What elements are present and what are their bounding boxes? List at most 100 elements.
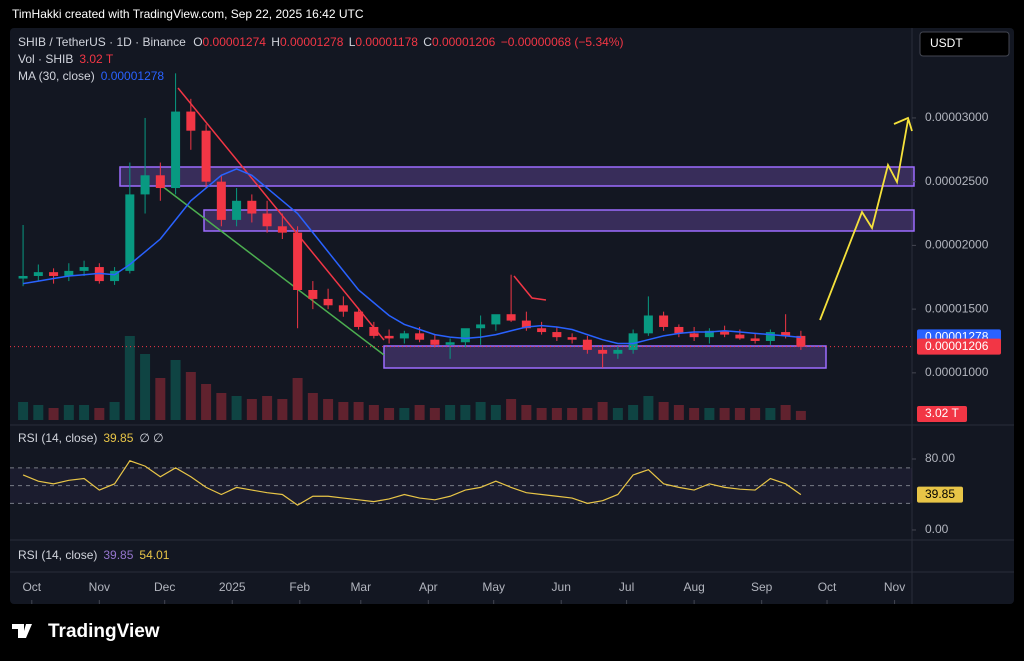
volume-bar bbox=[673, 405, 684, 420]
y-tick-label: 80.00 bbox=[925, 451, 955, 465]
volume-bar bbox=[628, 405, 639, 420]
candle-body bbox=[18, 275, 28, 279]
logo: TradingView bbox=[12, 621, 160, 642]
volume-bar bbox=[185, 372, 196, 420]
rsi-value-box bbox=[917, 486, 963, 503]
volume-legend: Vol · SHIB 3.02 T bbox=[18, 52, 114, 66]
candle-body bbox=[369, 326, 379, 336]
last-price-label: 0.00001206 bbox=[925, 339, 989, 353]
volume-label: 3.02 T bbox=[925, 406, 959, 420]
candle-body bbox=[399, 333, 409, 339]
candle-body bbox=[704, 330, 714, 338]
rsi2-legend: RSI (14, close) 39.85 54.01 bbox=[18, 548, 170, 562]
high: 0.00001278 bbox=[280, 35, 344, 49]
volume-bar bbox=[597, 402, 608, 420]
candle-body bbox=[476, 324, 486, 329]
x-tick-label: Nov bbox=[884, 580, 905, 594]
volume-bar bbox=[521, 405, 532, 420]
candle-body bbox=[155, 175, 165, 189]
candle-body bbox=[460, 328, 470, 343]
rsi2-name: RSI (14, close) bbox=[18, 548, 97, 562]
currency-button[interactable] bbox=[919, 31, 1010, 57]
candle-body bbox=[293, 232, 303, 290]
trend-line bbox=[513, 275, 547, 301]
ma-name: MA (30, close) bbox=[18, 69, 95, 83]
low-label: L bbox=[349, 35, 356, 49]
candle-body bbox=[567, 337, 577, 340]
candle-body bbox=[110, 270, 120, 282]
candle-body bbox=[384, 335, 394, 339]
candle-body bbox=[506, 314, 516, 321]
candle-body bbox=[49, 272, 59, 276]
volume-bar bbox=[734, 408, 745, 420]
volume-bar bbox=[201, 384, 212, 420]
candle-body bbox=[445, 342, 455, 345]
volume-bar bbox=[460, 405, 471, 420]
volume-bar bbox=[704, 408, 715, 420]
candle-body bbox=[201, 130, 211, 182]
x-tick-label: Oct bbox=[22, 580, 41, 594]
volume-bar bbox=[18, 402, 29, 420]
volume-bar bbox=[475, 402, 486, 420]
volume-bar bbox=[719, 408, 730, 420]
candle-body bbox=[430, 339, 440, 345]
x-tick-label: Apr bbox=[419, 580, 438, 594]
x-tick-label: Feb bbox=[289, 580, 310, 594]
volume-name: Vol · SHIB bbox=[18, 52, 73, 66]
volume-bar bbox=[216, 393, 227, 420]
header: TimHakki created with TradingView.com, S… bbox=[12, 7, 364, 21]
x-tick-label: Jun bbox=[552, 580, 571, 594]
candle-body bbox=[689, 333, 699, 338]
trend-line bbox=[157, 182, 385, 356]
close: 0.00001206 bbox=[432, 35, 496, 49]
x-tick-label: Oct bbox=[818, 580, 837, 594]
x-tick-label: Aug bbox=[683, 580, 704, 594]
candle-body bbox=[598, 349, 608, 354]
y-tick-label: 0.00 bbox=[925, 522, 949, 536]
volume-bar bbox=[124, 336, 135, 420]
volume-bar bbox=[612, 408, 623, 420]
x-tick-label: 2025 bbox=[219, 580, 246, 594]
projection-arrow bbox=[819, 119, 909, 321]
rsi-icons: ∅ ∅ bbox=[139, 431, 163, 445]
candle-body bbox=[491, 314, 501, 325]
moving-average bbox=[22, 168, 801, 345]
x-tick-label: Nov bbox=[89, 580, 110, 594]
zone bbox=[119, 166, 915, 187]
volume-bar bbox=[582, 408, 593, 420]
y-tick-label: 0.00002000 bbox=[925, 238, 989, 252]
candle-body bbox=[125, 194, 135, 271]
volume-bar bbox=[429, 408, 440, 420]
candle-body bbox=[796, 335, 806, 347]
low: 0.00001178 bbox=[355, 35, 418, 49]
arrow-head bbox=[893, 116, 913, 132]
volume-bar bbox=[262, 396, 273, 420]
candle-body bbox=[308, 290, 318, 299]
candle-body bbox=[216, 181, 226, 220]
currency[interactable]: USDT bbox=[930, 36, 963, 50]
volume-bar bbox=[445, 405, 456, 420]
volume-bar bbox=[506, 399, 517, 420]
volume-bar bbox=[353, 402, 364, 420]
rsi-value-label: 39.85 bbox=[925, 487, 955, 501]
volume-bar bbox=[750, 408, 761, 420]
volume-bar bbox=[399, 408, 410, 420]
rsi-value: 39.85 bbox=[103, 431, 133, 445]
rsi2-value: 39.85 bbox=[103, 548, 133, 562]
volume-bar bbox=[63, 405, 74, 420]
volume-bar bbox=[79, 405, 90, 420]
volume-bar bbox=[689, 408, 700, 420]
volume-bar bbox=[536, 408, 547, 420]
candle-body bbox=[33, 272, 43, 276]
zone bbox=[203, 209, 915, 232]
ma-value: 0.00001278 bbox=[101, 69, 165, 83]
volume-bar bbox=[643, 396, 654, 420]
candle-body bbox=[674, 326, 684, 334]
volume-bar bbox=[292, 378, 303, 420]
volume-bar bbox=[170, 360, 181, 420]
y-tick-label: 0.00001000 bbox=[925, 365, 989, 379]
candle-body bbox=[765, 332, 775, 341]
rsi-name: RSI (14, close) bbox=[18, 431, 97, 445]
volume-box bbox=[917, 406, 967, 422]
trend-line bbox=[177, 87, 385, 341]
